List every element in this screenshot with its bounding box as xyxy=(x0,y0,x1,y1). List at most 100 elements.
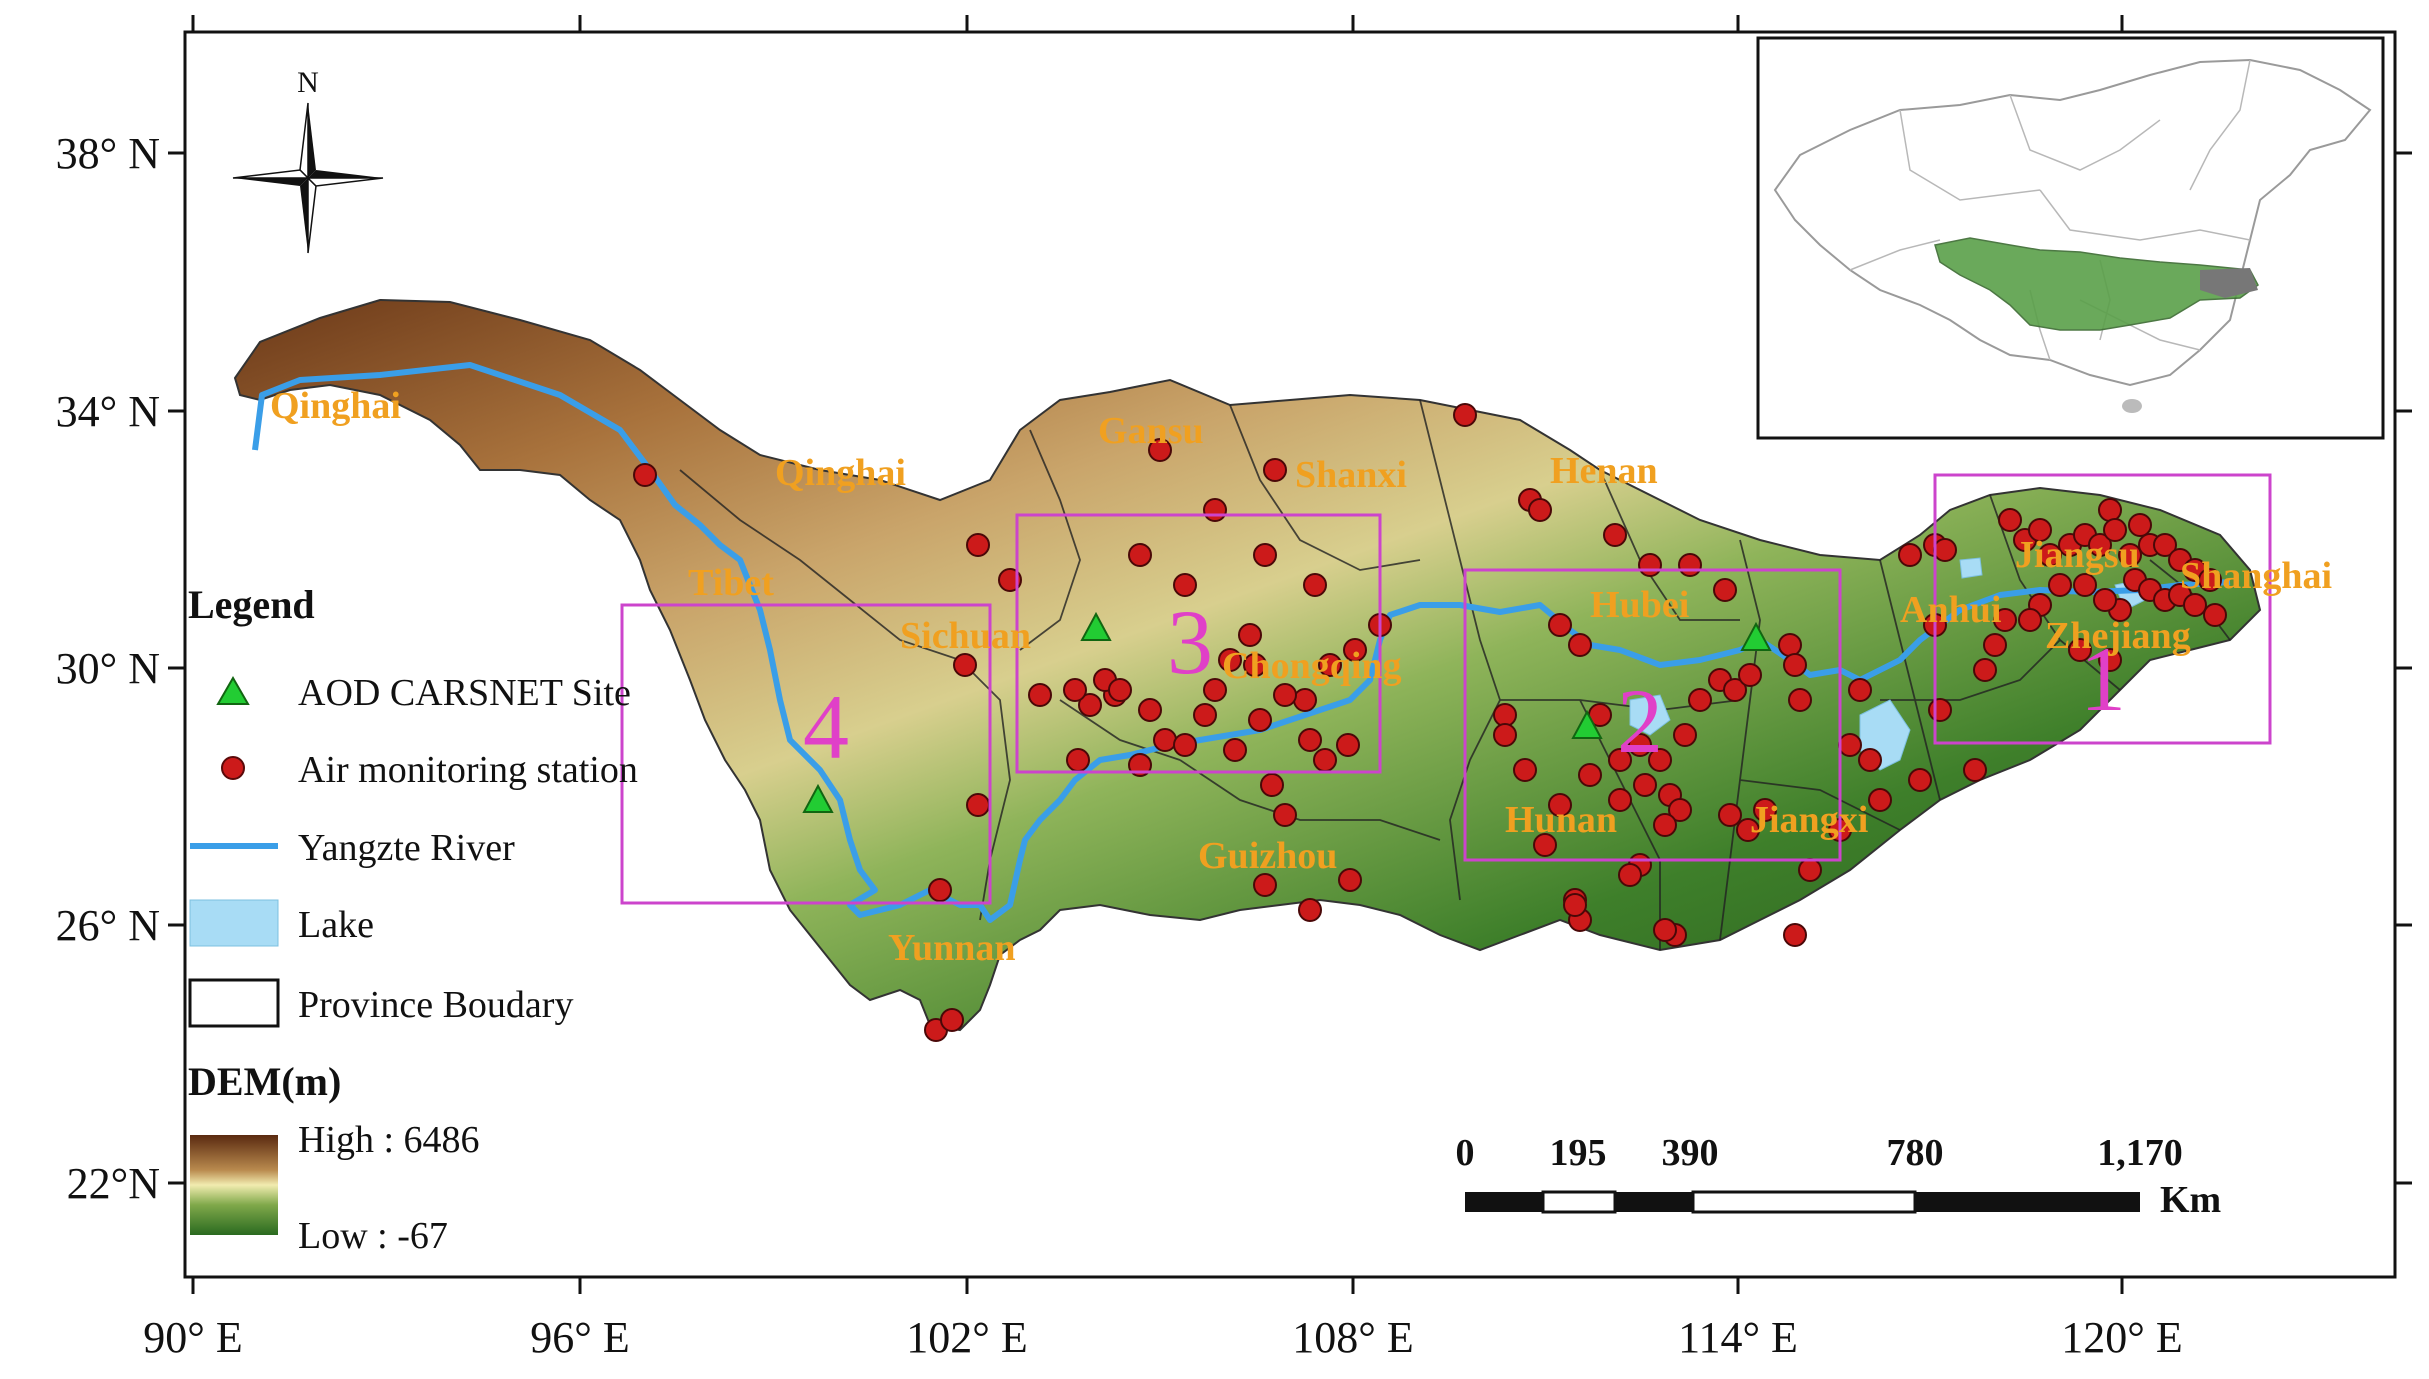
air-monitoring-station-marker xyxy=(1638,553,1662,577)
air-monitoring-station-marker xyxy=(1778,633,1802,657)
legend-boundary-symbol xyxy=(188,978,280,1028)
province-label-henan: Henan xyxy=(1550,450,1658,492)
air-monitoring-station-marker xyxy=(953,653,977,677)
air-monitoring-station-marker xyxy=(1848,678,1872,702)
inset-basin-highlight xyxy=(1934,237,2259,331)
air-monitoring-station-marker xyxy=(1678,553,1702,577)
aod-site-marker xyxy=(1080,611,1112,641)
air-monitoring-station-marker xyxy=(1788,688,1812,712)
air-monitoring-station-marker xyxy=(1983,633,2007,657)
y-tick-label: 26° N xyxy=(56,901,160,950)
air-monitoring-station-marker xyxy=(1653,918,1677,942)
region-box-2 xyxy=(1463,568,1842,862)
legend-item-site: AOD CARSNET Site xyxy=(298,672,631,714)
air-monitoring-station-marker xyxy=(1338,868,1362,892)
air-monitoring-station-marker xyxy=(928,878,952,902)
axis-ticks xyxy=(168,15,2412,1294)
air-monitoring-station-marker xyxy=(2028,518,2052,542)
legend-title: Legend xyxy=(188,582,315,627)
province-label-hunan: Hunan xyxy=(1505,799,1617,841)
province-label-tibet: Tibet xyxy=(688,562,774,604)
air-monitoring-station-marker xyxy=(1273,683,1297,707)
air-monitoring-station-marker xyxy=(1313,748,1337,772)
air-monitoring-station-marker xyxy=(1533,833,1557,857)
province-label-hubei: Hubei xyxy=(1590,584,1689,626)
province-label-jiangxi: Jiangxi xyxy=(1750,799,1868,841)
air-monitoring-station-marker xyxy=(2093,588,2117,612)
air-monitoring-station-marker xyxy=(1993,608,2017,632)
air-monitoring-station-marker xyxy=(2128,513,2152,537)
air-monitoring-station-marker xyxy=(1203,498,1227,522)
air-monitoring-station-marker xyxy=(1128,543,1152,567)
air-monitoring-station-marker xyxy=(1078,693,1102,717)
air-monitoring-station-marker xyxy=(1493,703,1517,727)
dem-high-label: High : 6486 xyxy=(298,1119,480,1161)
air-monitoring-station-marker xyxy=(1153,728,1177,752)
air-monitoring-station-marker xyxy=(1753,798,1777,822)
aod-site-marker xyxy=(1571,709,1603,739)
province-label-zhejiang: Zhejiang xyxy=(2045,615,2191,657)
region-box-3 xyxy=(1015,513,1382,774)
air-monitoring-station-marker xyxy=(2088,533,2112,557)
inset-east-highlight xyxy=(2200,268,2258,298)
region-boxes xyxy=(620,473,2272,905)
air-monitoring-station-marker xyxy=(1548,613,1572,637)
province-label-jiangsu: Jiangsu xyxy=(2015,534,2140,576)
air-monitoring-station-marker xyxy=(2203,603,2227,627)
y-tick-label: 22°N xyxy=(67,1159,160,1208)
air-monitoring-station-marker xyxy=(1253,873,1277,897)
air-monitoring-station-marker xyxy=(1668,798,1692,822)
china-outline xyxy=(1773,58,2372,387)
region-number: 1 xyxy=(2080,628,2126,730)
air-monitoring-station-marker xyxy=(1263,458,1287,482)
scale-unit: Km xyxy=(2160,1179,2221,1221)
x-axis-labels: 90° E 96° E 102° E 108° E 114° E 120° E xyxy=(143,1313,2182,1362)
dem-low-label: Low : -67 xyxy=(298,1215,448,1257)
province-label-chongqing: Chongqing xyxy=(1222,645,1402,687)
air-monitoring-station-marker xyxy=(1253,543,1277,567)
province-label-anhui: Anhui xyxy=(1900,589,2001,631)
air-monitoring-station-marker xyxy=(2183,593,2207,617)
air-monitoring-station-marker xyxy=(1628,733,1652,757)
air-monitoring-station-marker xyxy=(1148,438,1172,462)
air-monitoring-station-marker xyxy=(2068,638,2092,662)
air-monitoring-station-marker xyxy=(2038,543,2062,567)
air-monitoring-station-marker xyxy=(1173,573,1197,597)
air-monitoring-station-marker xyxy=(1563,893,1587,917)
x-tick-label: 90° E xyxy=(143,1313,242,1362)
air-monitoring-station-marker xyxy=(1273,803,1297,827)
air-monitoring-station-marker xyxy=(1608,748,1632,772)
air-monitoring-station-marker xyxy=(2098,498,2122,522)
air-monitoring-station-marker xyxy=(1223,738,1247,762)
province-label-qinghai-2: Qinghai xyxy=(775,452,906,494)
air-monitoring-station-marker xyxy=(1838,733,1862,757)
air-monitoring-station-marker xyxy=(1260,773,1284,797)
air-monitoring-station-marker xyxy=(940,1008,964,1032)
aod-site-marker xyxy=(1740,621,1772,651)
air-monitoring-station-marker xyxy=(1798,858,1822,882)
legend-item-river: Yangzte River xyxy=(298,827,515,869)
air-monitoring-station-marker xyxy=(966,533,990,557)
air-monitoring-stations xyxy=(633,403,2227,1042)
air-monitoring-station-marker xyxy=(1343,638,1367,662)
air-monitoring-station-marker xyxy=(1513,758,1537,782)
scale-label: 780 xyxy=(1887,1132,1944,1174)
air-monitoring-station-marker xyxy=(1723,678,1747,702)
air-monitoring-station-marker xyxy=(1578,763,1602,787)
air-monitoring-station-marker xyxy=(1218,648,1242,672)
air-monitoring-station-marker xyxy=(1336,733,1360,757)
scale-bar: 0 195 390 780 1,170 Km xyxy=(1456,1132,2222,1221)
air-monitoring-station-marker xyxy=(1293,688,1317,712)
air-monitoring-station-marker xyxy=(1608,788,1632,812)
legend-site-symbol xyxy=(216,675,250,705)
air-monitoring-station-marker xyxy=(1318,653,1342,677)
y-tick-label: 30° N xyxy=(56,644,160,693)
air-monitoring-station-marker xyxy=(1898,543,1922,567)
air-monitoring-station-marker xyxy=(1173,733,1197,757)
air-monitoring-station-marker xyxy=(1063,678,1087,702)
north-arrow: N xyxy=(232,66,384,254)
province-labels: Qinghai Qinghai Tibet Sichuan Gansu Shan… xyxy=(270,385,2332,969)
air-monitoring-station-marker xyxy=(1603,523,1627,547)
air-monitoring-station-marker xyxy=(1688,688,1712,712)
